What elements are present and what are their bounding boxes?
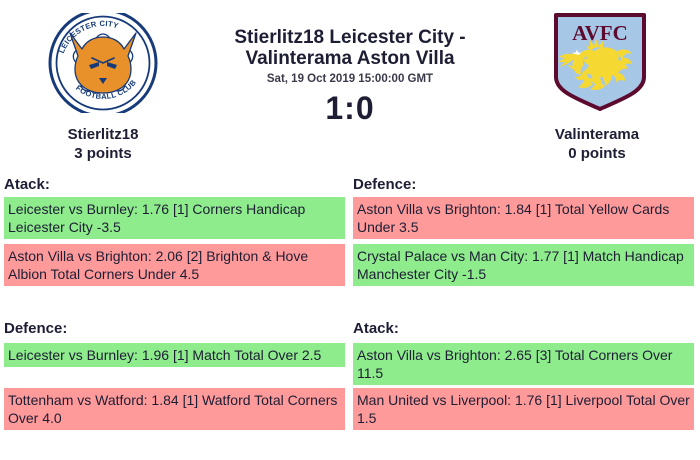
svg-text:AVFC: AVFC: [572, 21, 628, 45]
